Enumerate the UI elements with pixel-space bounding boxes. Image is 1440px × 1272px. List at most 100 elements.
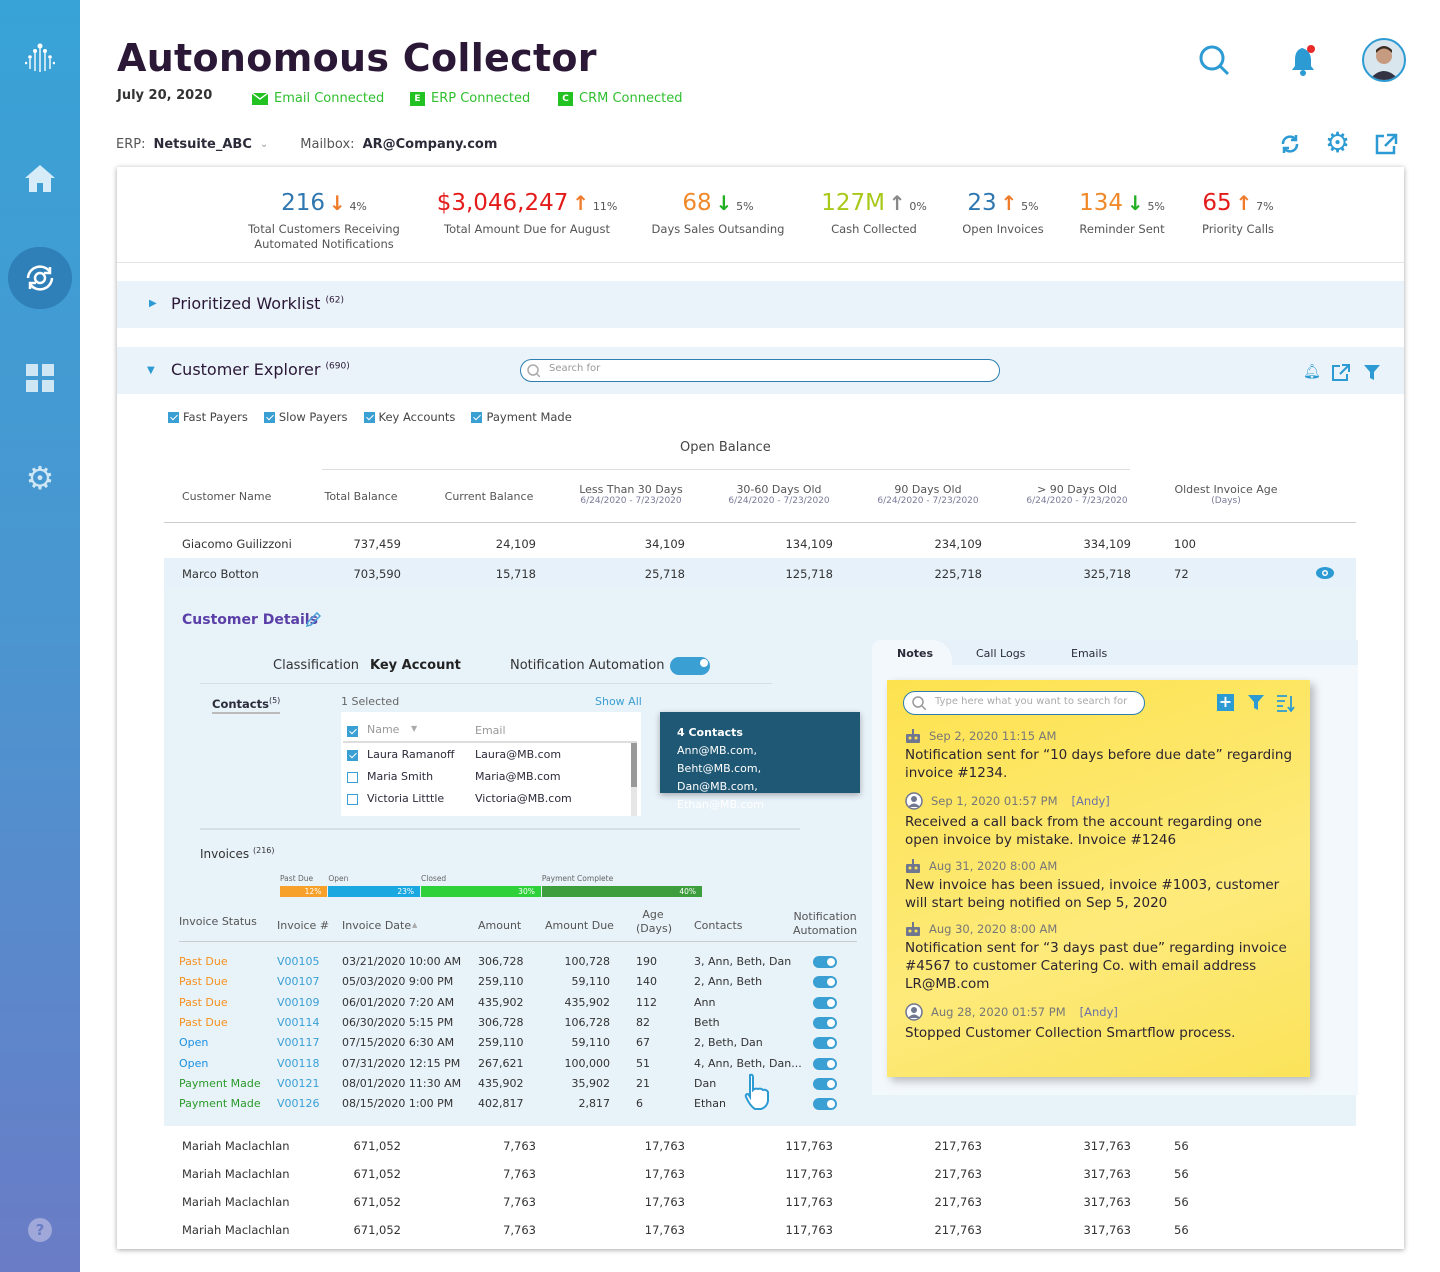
chevron-down-icon[interactable]: ⌄ <box>259 139 269 150</box>
dashboard-icon[interactable] <box>20 358 60 398</box>
status-segment[interactable]: Open 23% <box>328 874 420 898</box>
sort-up-icon[interactable]: ▲ <box>412 921 418 929</box>
contact-row[interactable]: Maria Smith Maria@MB.com <box>347 770 627 783</box>
bell-icon[interactable]: 🔔︎ <box>1303 364 1321 380</box>
customer-search-input[interactable]: Search for <box>520 359 1000 382</box>
sidebar-item-collector-active[interactable] <box>8 247 72 309</box>
contact-row[interactable]: Laura Ramanoff Laura@MB.com <box>347 748 627 761</box>
collector-icon[interactable] <box>20 258 60 298</box>
invoice-num-cell[interactable]: V00114 <box>277 1015 320 1029</box>
filter-0[interactable]: Fast Payers <box>168 410 248 424</box>
invoice-contacts-cell[interactable]: Beth <box>694 1015 720 1029</box>
invoice-contacts-cell[interactable]: 2, Ann, Beth <box>694 975 763 989</box>
contact-row[interactable]: Victoria Litttle Victoria@MB.com <box>347 792 627 805</box>
avatar[interactable] <box>1362 38 1406 82</box>
add-note-icon[interactable]: + <box>1217 692 1234 711</box>
status-segment[interactable]: Closed 30% <box>421 874 541 898</box>
invoice-automation-toggle[interactable] <box>813 1077 837 1090</box>
invoice-column-header[interactable]: Amount <box>478 919 522 932</box>
settings-icon[interactable]: ⚙ <box>25 459 55 497</box>
column-header[interactable]: 90 Days Old 6/24/2020 - 7/23/2020 <box>877 483 979 506</box>
refresh-icon[interactable] <box>1279 133 1301 158</box>
invoice-num-cell[interactable]: V00121 <box>277 1076 320 1090</box>
invoice-num-cell[interactable]: V00126 <box>277 1097 320 1111</box>
home-icon[interactable] <box>20 158 60 198</box>
view-eye-icon[interactable] <box>1315 566 1335 580</box>
invoice-automation-toggle[interactable] <box>813 1016 837 1029</box>
search-icon[interactable] <box>1198 44 1230 79</box>
column-header[interactable]: Current Balance <box>444 490 534 503</box>
customer-name-cell[interactable]: Marco Botton <box>182 567 259 581</box>
edit-pencil-icon[interactable] <box>305 612 321 628</box>
invoice-num-cell[interactable]: V00117 <box>277 1036 320 1050</box>
export-icon[interactable] <box>1332 364 1350 381</box>
invoice-contacts-cell[interactable]: Dan <box>694 1076 717 1090</box>
invoice-contacts-cell[interactable]: Ethan <box>694 1097 726 1111</box>
customer-explorer-header[interactable]: ▼ Customer Explorer (690) Search for 🔔︎ <box>117 347 1404 394</box>
invoice-num-cell[interactable]: V00109 <box>277 995 320 1009</box>
sort-icon[interactable] <box>1276 694 1295 712</box>
invoice-num-cell[interactable]: V00105 <box>277 955 320 968</box>
checkbox[interactable] <box>363 412 375 423</box>
invoice-automation-toggle[interactable] <box>813 1037 837 1050</box>
invoice-contacts-cell[interactable]: 2, Beth, Dan <box>694 1036 763 1050</box>
invoice-column-header[interactable]: Age (Days) <box>636 908 673 935</box>
status-segment[interactable]: Past Due 12% <box>280 874 328 898</box>
invoice-automation-toggle[interactable] <box>813 956 837 968</box>
checkbox[interactable] <box>263 412 275 423</box>
customer-name-cell[interactable]: Giacomo Guilizzoni <box>182 537 292 551</box>
status-segment[interactable]: Payment Complete 40% <box>541 874 702 898</box>
invoice-column-header[interactable]: Amount Due <box>545 919 614 932</box>
erp-select[interactable]: Netsuite_ABC <box>153 137 252 152</box>
contacts-scrollbar[interactable] <box>631 743 637 816</box>
invoice-column-header[interactable]: Invoice # <box>277 919 330 932</box>
tab-notes[interactable]: Notes <box>897 647 934 660</box>
invoice-column-header[interactable]: Invoice Status <box>179 915 257 928</box>
notes-search-input[interactable]: Type here what you want to search for <box>903 691 1145 715</box>
customer-name-cell[interactable]: Mariah Maclachlan <box>182 1195 290 1209</box>
column-header[interactable]: Total Balance <box>324 490 398 503</box>
tab-call-logs[interactable]: Call Logs <box>976 647 1026 660</box>
notification-bell-icon[interactable] <box>1290 44 1318 79</box>
show-all-link[interactable]: Show All <box>595 695 642 708</box>
contact-checkbox[interactable] <box>347 749 358 761</box>
invoice-column-header[interactable]: Contacts <box>694 919 743 932</box>
filter-1[interactable]: Slow Payers <box>263 410 348 424</box>
column-header[interactable]: > 90 Days Old 6/24/2020 - 7/23/2020 <box>1026 483 1128 506</box>
column-header[interactable]: Less Than 30 Days 6/24/2020 - 7/23/2020 <box>579 483 683 506</box>
filter-3[interactable]: Payment Made <box>471 410 572 424</box>
invoice-contacts-cell[interactable]: 4, Ann, Beth, Dan... <box>694 1056 802 1070</box>
filter-2[interactable]: Key Accounts <box>363 410 455 424</box>
help-icon[interactable]: ? <box>20 1210 60 1250</box>
sort-down-icon[interactable]: ▼ <box>411 724 418 733</box>
chevron-down-icon[interactable]: ▼ <box>147 365 155 376</box>
invoice-contacts-cell[interactable]: 3, Ann, Beth, Dan <box>694 955 792 968</box>
invoice-automation-toggle[interactable] <box>813 1057 837 1070</box>
filter-icon[interactable] <box>1364 365 1380 381</box>
export-icon[interactable] <box>1374 133 1398 158</box>
chevron-right-icon[interactable]: ▶ <box>149 298 157 309</box>
checkbox[interactable] <box>168 412 179 423</box>
tab-emails[interactable]: Emails <box>1071 647 1108 660</box>
contact-checkbox[interactable] <box>347 771 358 783</box>
invoice-column-header[interactable]: Invoice Date <box>342 919 412 932</box>
customer-name-cell[interactable]: Mariah Maclachlan <box>182 1167 290 1181</box>
column-header[interactable]: Oldest Invoice Age (Days) <box>1174 483 1278 506</box>
invoice-num-cell[interactable]: V00107 <box>277 975 320 989</box>
notification-automation-toggle[interactable] <box>670 657 710 675</box>
invoice-num-cell[interactable]: V00118 <box>277 1056 320 1070</box>
invoice-automation-toggle[interactable] <box>813 976 837 989</box>
invoice-automation-toggle[interactable] <box>813 996 837 1009</box>
column-header[interactable]: Customer Name <box>182 490 272 503</box>
checkbox[interactable] <box>471 412 483 423</box>
invoice-column-header[interactable]: Notification Automation <box>793 910 858 937</box>
customer-name-cell[interactable]: Mariah Maclachlan <box>182 1223 290 1237</box>
settings-gear-icon[interactable]: ⚙ <box>1325 126 1351 159</box>
prioritized-worklist-header[interactable]: ▶ Prioritized Worklist (62) <box>117 281 1404 328</box>
column-header[interactable]: 30-60 Days Old 6/24/2020 - 7/23/2020 <box>728 483 830 506</box>
invoice-automation-toggle[interactable] <box>813 1098 837 1111</box>
contact-checkbox[interactable] <box>347 793 358 805</box>
filter-icon[interactable] <box>1248 695 1264 711</box>
select-all-checkbox[interactable] <box>347 726 358 737</box>
contacts-col-name[interactable]: Name <box>367 723 400 736</box>
